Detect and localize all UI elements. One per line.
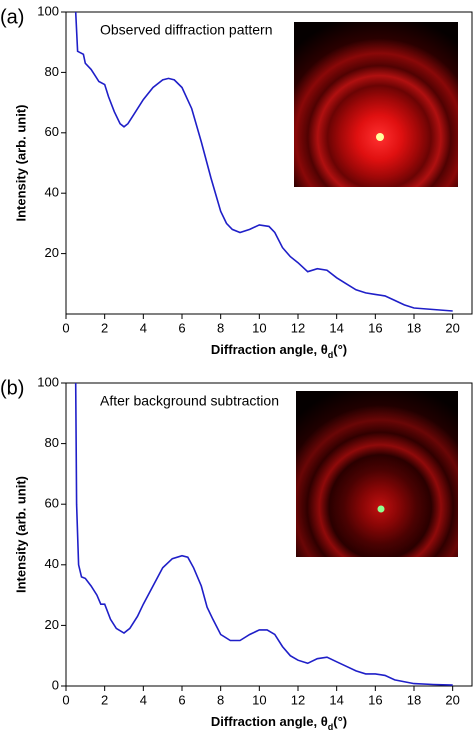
x-axis-label: Diffraction angle, θd(°) [211,714,347,732]
x-tick-label: 6 [178,692,185,707]
y-tick-label: 0 [52,677,59,692]
x-tick-label: 12 [291,692,305,707]
inset-image-b [296,391,458,557]
plot-frame [65,11,473,315]
y-tick-label: 60 [45,124,59,139]
y-tick-label: 20 [45,617,59,632]
panel-label: (a) [0,6,24,28]
x-axis-label-text: Diffraction angle, θ [211,714,328,729]
x-tick-label: 14 [329,692,343,707]
x-tick-label: 4 [140,320,147,335]
x-tick-label: 8 [217,692,224,707]
y-tick-label: 40 [45,556,59,571]
x-axis-label-subscript: d [328,722,334,732]
y-tick-label: 100 [37,3,59,18]
x-tick-label: 0 [62,320,69,335]
x-axis-label-suffix: (°) [333,714,347,729]
panel-label: (b) [0,377,24,399]
x-axis-label: Diffraction angle, θd(°) [211,342,347,360]
y-tick-label: 20 [45,245,59,260]
x-tick-label: 20 [445,320,459,335]
x-tick-label: 2 [101,692,108,707]
y-tick-label: 60 [45,496,59,511]
chart-panel: 0 2 4 6 8 10 12 14 16 18 20 0 20 40 60 80 100 (b) After ba… [0,374,473,732]
inset-image-a [294,22,458,187]
data-line [74,12,453,312]
y-tick-label: 40 [45,185,59,200]
x-tick-label: 0 [62,692,69,707]
y-tick-label: 80 [45,64,59,79]
x-tick-label: 16 [368,692,382,707]
x-tick-label: 10 [252,320,266,335]
x-tick-label: 20 [445,692,459,707]
x-tick-label: 14 [329,320,343,335]
x-tick-label: 10 [252,692,266,707]
x-tick-label: 6 [178,320,185,335]
x-tick-label: 12 [291,320,305,335]
y-axis-label: Intensity (arb. unit) [13,105,28,222]
y-axis-label: Intensity (arb. unit) [13,476,28,593]
annotation: Observed diffraction pattern [100,22,273,38]
x-axis-label-suffix: (°) [333,342,347,357]
y-tick-label: 100 [37,374,59,389]
data-line [74,383,453,686]
chart-panel: 0 2 4 6 8 10 12 14 16 18 20 20 40 60 80 100 (a) Observed … [0,3,473,360]
x-tick-label: 18 [407,692,421,707]
plot-frame [65,382,473,687]
annotation: After background subtraction [100,393,279,409]
x-tick-label: 16 [368,320,382,335]
x-tick-label: 2 [101,320,108,335]
x-tick-label: 8 [217,320,224,335]
x-axis-label-text: Diffraction angle, θ [211,342,328,357]
x-tick-label: 18 [407,320,421,335]
y-tick-label: 80 [45,435,59,450]
x-tick-label: 4 [140,692,147,707]
x-axis-label-subscript: d [328,350,334,360]
